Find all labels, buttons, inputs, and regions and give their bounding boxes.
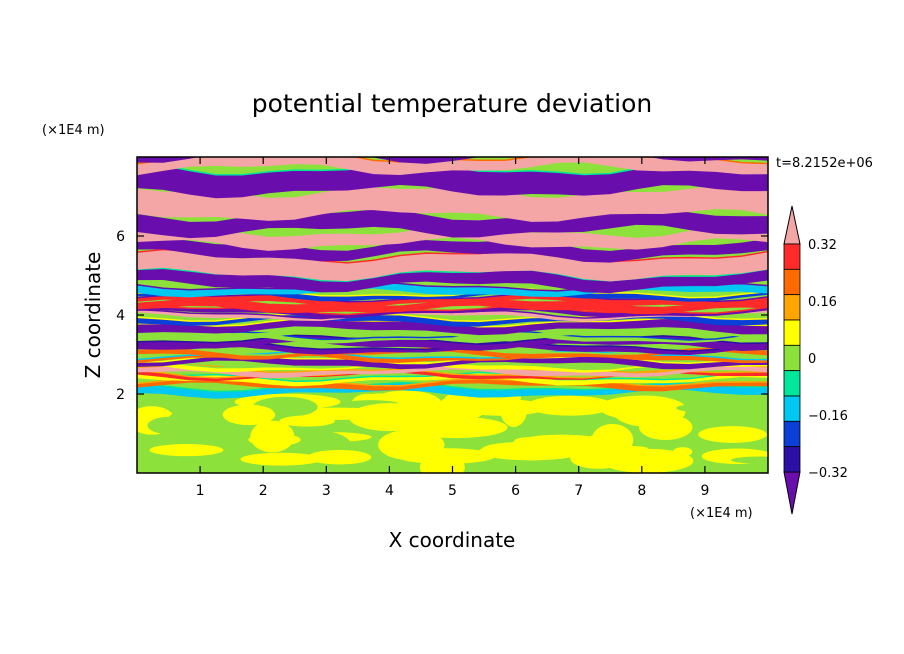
colorbar-swatch [783,395,801,422]
chart-title: potential temperature deviation [252,89,652,118]
colorbar-extend-max [783,205,801,245]
x-tick-label: 2 [259,483,268,499]
field-band [137,224,768,251]
field-band [137,360,768,373]
colorbar-swatch [783,420,801,448]
field-band [137,369,768,382]
field-patch [149,444,224,457]
field-band [137,305,768,319]
colorbar-extend-min [783,471,801,515]
field-patch [167,408,225,435]
x-axis-label: X coordinate [389,528,516,552]
colorbar-tick-label: 0 [808,352,816,367]
field-band [137,237,768,263]
time-label: t=8.2152e+06 [776,156,873,171]
field-band-edge [137,334,768,345]
y-tick-label: 6 [116,229,125,245]
colorbar-swatch [783,243,801,270]
field-band [137,372,768,387]
field-patch [222,404,276,426]
field-band [137,162,768,199]
colorbar-tick-label: 0.16 [808,295,837,310]
field-patch [599,395,686,421]
field-band [137,157,768,176]
colorbar-swatch [783,268,801,296]
colorbar: 0.32 0.16 0 −0.16 −0.32 [783,205,848,515]
y-tick-label: 4 [116,308,125,324]
field-band [137,331,768,344]
x-tick-label: 6 [511,483,520,499]
field-band [137,363,768,379]
colorbar-tick-label: 0.32 [808,238,837,253]
x-tick-label: 4 [385,483,394,499]
x-tick-label: 3 [322,483,331,499]
field-band [137,382,768,399]
y-unit-label: (×1E4 m) [42,123,105,138]
field-patch [526,395,614,416]
field-patch [481,441,565,457]
field-patch [638,414,693,440]
y-axis-ticks: 2 4 6 [116,229,768,403]
x-axis-ticks: 1 2 3 4 5 6 7 8 9 [196,157,709,499]
field-band [137,309,768,322]
field-patch [248,433,301,447]
colorbar-swatch [783,294,801,321]
field-patch [240,452,322,466]
x-tick-label: 8 [637,483,646,499]
field-patch [676,402,768,414]
x-tick-label: 1 [196,483,205,499]
field-band [137,268,768,294]
x-tick-label: 9 [700,483,709,499]
colorbar-swatch [783,446,801,473]
field-band-edge [137,368,768,379]
field-band [137,326,768,341]
field-patch [378,429,445,461]
field-patch [731,456,768,464]
field-band [137,355,768,370]
field-band [137,377,768,392]
field-band [137,318,768,336]
field-band [137,346,768,360]
heatmap-field [137,157,768,473]
field-patch [600,448,694,473]
y-tick-label: 2 [116,387,125,403]
field-patch [307,449,372,465]
field-patch [698,426,767,443]
colorbar-tick-label: −0.16 [808,409,848,424]
x-unit-label: (×1E4 m) [690,506,753,521]
colorbar-swatch [783,319,801,346]
colorbar-tick-label: −0.32 [808,466,848,481]
field-patch [150,455,179,473]
field-patch [348,403,432,432]
field-patch [279,415,335,427]
field-band [137,298,768,315]
colorbar-swatch [783,344,801,372]
x-tick-label: 5 [448,483,457,499]
colorbar-swatch [783,370,801,397]
x-tick-label: 7 [574,483,583,499]
y-axis-label: Z coordinate [81,252,105,379]
field-band [137,185,768,222]
